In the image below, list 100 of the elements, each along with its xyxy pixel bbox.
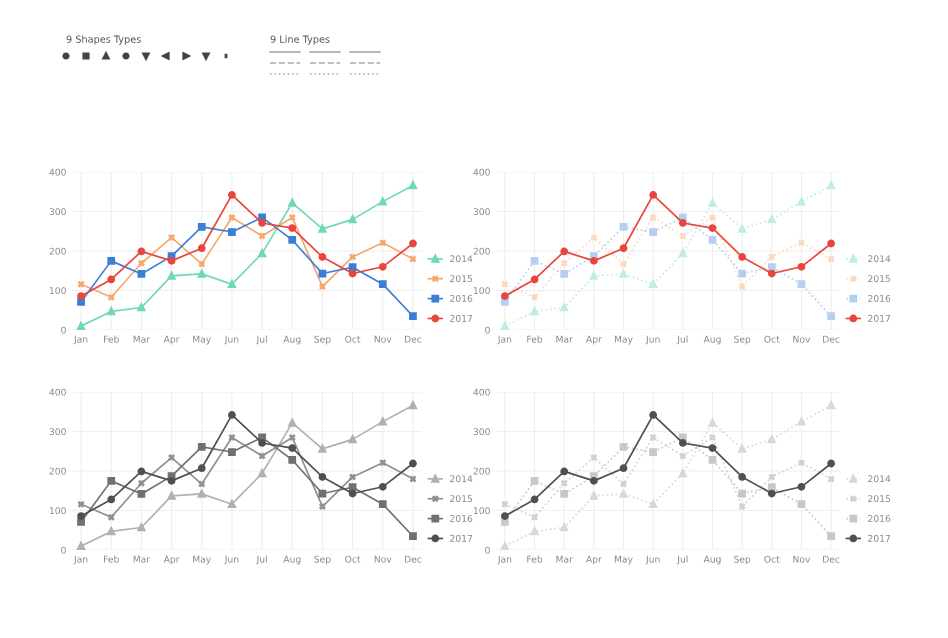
point — [77, 518, 85, 526]
point — [409, 401, 417, 410]
point — [767, 269, 776, 278]
point — [738, 473, 747, 481]
point — [378, 482, 387, 491]
point — [797, 262, 806, 271]
point — [619, 443, 628, 451]
point — [738, 253, 747, 261]
point — [827, 459, 835, 468]
point — [767, 483, 776, 492]
point — [501, 518, 509, 526]
point — [767, 263, 776, 272]
point — [318, 489, 327, 498]
point — [258, 469, 266, 478]
point — [827, 401, 835, 410]
point — [767, 215, 776, 224]
point — [678, 219, 687, 227]
point — [197, 464, 206, 473]
point — [530, 307, 539, 316]
point — [501, 512, 509, 520]
point — [797, 482, 806, 491]
point — [530, 527, 539, 536]
point — [228, 448, 236, 456]
point — [678, 249, 687, 258]
point — [649, 448, 658, 456]
point — [501, 292, 509, 300]
point — [767, 489, 776, 498]
point — [107, 256, 116, 265]
point — [827, 312, 835, 321]
point — [378, 417, 387, 426]
point — [560, 303, 569, 312]
point — [107, 527, 116, 536]
point — [649, 411, 658, 419]
point — [560, 490, 569, 498]
point — [708, 198, 717, 207]
point — [288, 418, 297, 427]
point — [827, 181, 835, 190]
point — [348, 263, 357, 272]
point — [530, 495, 539, 504]
point — [288, 444, 297, 452]
point — [288, 198, 297, 207]
point — [619, 223, 628, 231]
point — [378, 280, 387, 289]
point — [797, 500, 806, 509]
point — [77, 292, 85, 300]
point — [348, 435, 357, 444]
point — [501, 298, 509, 306]
point — [137, 247, 146, 256]
point — [738, 489, 747, 498]
point — [348, 489, 357, 498]
point — [560, 247, 569, 256]
point — [738, 224, 747, 233]
point — [107, 495, 116, 504]
point — [318, 224, 327, 233]
point — [797, 417, 806, 426]
point — [258, 219, 266, 227]
point — [288, 224, 297, 232]
point — [678, 469, 687, 478]
point — [649, 228, 658, 236]
point — [530, 476, 539, 485]
point — [409, 312, 417, 321]
point — [107, 476, 116, 485]
point — [827, 532, 835, 541]
point — [797, 197, 806, 206]
point — [197, 223, 206, 231]
point — [77, 298, 85, 306]
point — [560, 467, 569, 476]
point — [197, 443, 206, 451]
point — [228, 411, 236, 419]
point — [137, 467, 146, 476]
point — [530, 275, 539, 284]
point — [378, 197, 387, 206]
point — [228, 191, 236, 199]
point — [708, 418, 717, 427]
point — [708, 236, 717, 244]
point — [738, 269, 747, 278]
point — [348, 483, 357, 492]
point — [258, 439, 266, 447]
point — [137, 523, 146, 532]
point — [107, 275, 116, 284]
point — [318, 253, 327, 261]
point — [378, 500, 387, 509]
point — [348, 215, 357, 224]
point — [348, 269, 357, 278]
point — [409, 532, 417, 541]
point — [77, 512, 85, 520]
point — [137, 303, 146, 312]
point — [409, 459, 417, 468]
point — [409, 239, 417, 248]
point — [228, 228, 236, 236]
point — [409, 181, 417, 190]
point — [137, 490, 146, 498]
point — [708, 456, 717, 464]
point — [378, 262, 387, 271]
point — [197, 244, 206, 253]
point — [501, 542, 509, 550]
point — [288, 456, 297, 464]
point — [797, 280, 806, 289]
point — [708, 224, 717, 232]
point — [318, 444, 327, 453]
